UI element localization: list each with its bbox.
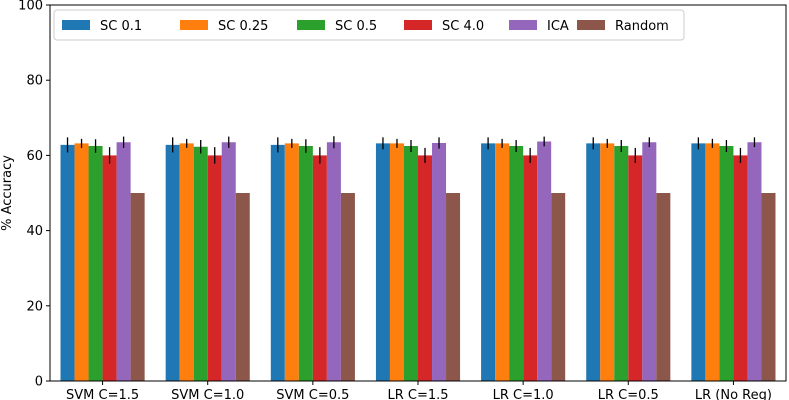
bar-sc-0-5-2 [298, 146, 313, 381]
bar-sc-0-25-4 [495, 143, 510, 381]
bars-layer [60, 136, 776, 381]
bar-sc-0-1-0 [60, 144, 75, 381]
x-tick-label: LR C=1.0 [493, 388, 554, 400]
legend-swatch [577, 20, 605, 30]
bar-sc-0-1-6 [691, 143, 706, 381]
legend-label: SC 0.25 [218, 19, 268, 34]
x-tick-label: LR (No Reg) [695, 388, 772, 400]
legend-swatch [297, 20, 325, 30]
x-tick-label: SVM C=1.5 [66, 388, 139, 400]
legend-label: SC 0.5 [335, 19, 377, 34]
bar-sc-0-1-5 [586, 143, 601, 381]
bar-ica-6 [747, 142, 762, 381]
bar-sc-4-0-4 [523, 155, 538, 381]
bar-sc-4-0-2 [312, 155, 327, 381]
x-tick-label: LR C=0.5 [598, 388, 659, 400]
y-tick-label: 0 [35, 375, 43, 390]
bar-ica-1 [221, 142, 236, 381]
bar-random-3 [446, 193, 461, 381]
bar-sc-0-25-1 [179, 143, 194, 381]
bar-sc-0-5-4 [509, 146, 524, 381]
x-tick-label: LR C=1.5 [387, 388, 448, 400]
bar-sc-4-0-3 [418, 155, 433, 381]
legend-swatch [62, 20, 90, 30]
bar-sc-4-0-6 [733, 155, 748, 381]
legend-swatch [404, 20, 432, 30]
y-axis-label: % Accuracy [0, 155, 15, 231]
y-tick-label: 20 [26, 299, 43, 314]
bar-sc-0-25-6 [705, 143, 720, 381]
legend-swatch [180, 20, 208, 30]
bar-sc-0-1-4 [481, 143, 496, 381]
bar-sc-4-0-5 [628, 155, 643, 381]
bar-sc-0-25-3 [389, 143, 404, 381]
bar-sc-0-25-5 [600, 143, 615, 381]
bar-random-1 [235, 193, 250, 381]
bar-sc-0-5-1 [193, 146, 208, 381]
y-tick-label: 40 [26, 224, 43, 239]
bar-random-6 [761, 193, 776, 381]
legend-swatch [509, 20, 537, 30]
bar-ica-4 [537, 141, 552, 381]
bar-random-0 [130, 193, 145, 381]
y-tick-label: 60 [26, 149, 43, 164]
x-tick-label: SVM C=1.0 [171, 388, 244, 400]
bar-random-4 [551, 193, 566, 381]
bar-sc-0-1-1 [165, 144, 180, 381]
bar-ica-3 [432, 142, 447, 381]
bar-random-5 [656, 193, 671, 381]
legend-label: ICA [547, 19, 569, 34]
bar-sc-4-0-0 [102, 155, 117, 381]
bar-random-2 [340, 193, 355, 381]
bar-sc-0-5-0 [88, 146, 103, 381]
legend-box [53, 9, 685, 41]
y-tick-label: 100 [18, 0, 43, 14]
legend: SC 0.1 SC 0.25 SC 0.5 SC 4.0 ICA Random [53, 9, 685, 41]
legend-label: Random [615, 19, 669, 34]
bar-ica-2 [326, 142, 341, 381]
bar-sc-0-5-6 [719, 146, 734, 381]
bar-sc-0-25-2 [284, 143, 299, 381]
y-tick-label: 80 [26, 74, 43, 89]
x-tick-label: SVM C=0.5 [276, 388, 349, 400]
legend-label: SC 0.1 [100, 19, 142, 34]
bar-sc-0-5-5 [614, 146, 629, 381]
bar-sc-0-1-3 [375, 143, 390, 381]
bar-ica-5 [642, 142, 657, 381]
bar-sc-4-0-1 [207, 155, 222, 381]
bar-sc-0-1-2 [270, 144, 285, 381]
bar-sc-0-5-3 [403, 146, 418, 381]
bar-ica-0 [116, 142, 131, 381]
bar-sc-0-25-0 [74, 143, 89, 381]
legend-label: SC 4.0 [442, 19, 484, 34]
